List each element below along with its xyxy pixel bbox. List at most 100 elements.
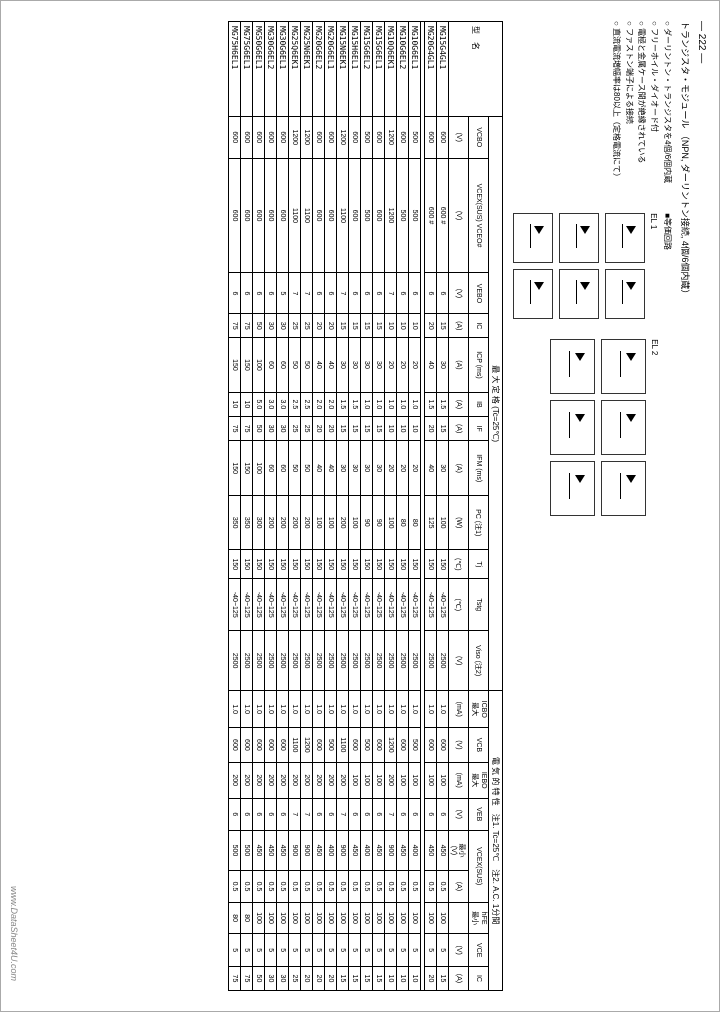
- cell: 7: [385, 798, 397, 830]
- cell: 6: [229, 273, 241, 314]
- feature-notes: ダーリントン・トランジスタを4個/6個内蔵フリーホイル・ダイオード付電極と金属ケ…: [513, 21, 673, 183]
- cell: 6: [253, 798, 265, 830]
- cell: 200: [289, 762, 301, 798]
- col-unit: (mA): [449, 691, 469, 728]
- cell: -40~125: [289, 579, 301, 631]
- cell: 1.0: [337, 691, 349, 728]
- cell: 5.0: [253, 392, 265, 417]
- cell: 600: [277, 117, 289, 159]
- cell: 150: [241, 441, 253, 496]
- cell: 100: [397, 902, 409, 934]
- cell: 150: [229, 441, 241, 496]
- cell: 60: [265, 441, 277, 496]
- cell: 150: [385, 550, 397, 579]
- cell: 2500: [397, 631, 409, 691]
- cell: 60: [277, 338, 289, 392]
- cell: 6: [265, 798, 277, 830]
- col-header: VCBO: [469, 117, 489, 159]
- cell: 600: [397, 117, 409, 159]
- table-row: MG15G6EL1600600615301.0153090150-40~1252…: [373, 22, 385, 991]
- cell: 200: [289, 496, 301, 550]
- cell: 1.0: [373, 691, 385, 728]
- cell: 100: [349, 762, 361, 798]
- cell: 50: [253, 966, 265, 990]
- cell: 150: [277, 550, 289, 579]
- cell: 90: [361, 496, 373, 550]
- cell: 100: [289, 902, 301, 934]
- cell: 1.0: [277, 691, 289, 728]
- col-header: Viso (注2): [469, 631, 489, 691]
- cell: 5: [385, 934, 397, 966]
- cell: 100: [361, 902, 373, 934]
- cell: 7: [301, 798, 313, 830]
- cell: 150: [241, 338, 253, 392]
- cell: 20: [397, 441, 409, 496]
- cell: 200: [277, 496, 289, 550]
- cell: -40~125: [265, 579, 277, 631]
- cell: 5: [349, 934, 361, 966]
- cell: 1.0: [397, 691, 409, 728]
- cell: 450: [265, 830, 277, 871]
- col-header: hFE最小: [469, 902, 489, 934]
- cell: 10: [397, 966, 409, 990]
- cell: 30: [277, 417, 289, 441]
- table-row: MG20G6EL1600600620402.02040100150-40~125…: [325, 22, 337, 991]
- cell: 100: [265, 902, 277, 934]
- cell: -40~125: [313, 579, 325, 631]
- cell: 100: [437, 496, 449, 550]
- cell: 600: [265, 158, 277, 273]
- cell: 1100: [289, 728, 301, 762]
- cell: 6: [241, 798, 253, 830]
- cell: 2500: [361, 631, 373, 691]
- watermark: www.DataSheet4U.com: [9, 886, 19, 981]
- cell: 100: [373, 762, 385, 798]
- cell: 5: [337, 934, 349, 966]
- cell: 75: [229, 966, 241, 990]
- cell: 0.5: [289, 871, 301, 902]
- col-header: IC: [469, 966, 489, 990]
- cell: 600: [373, 158, 385, 273]
- cell: 100: [301, 902, 313, 934]
- part-number: MG10G6EL2: [397, 22, 409, 117]
- cell: 6: [349, 798, 361, 830]
- cell: 1.0: [373, 392, 385, 417]
- col-unit: (W): [449, 496, 469, 550]
- cell: 100: [373, 902, 385, 934]
- cell: 6: [373, 798, 385, 830]
- cell: 5: [437, 934, 449, 966]
- col-unit: (V): [449, 934, 469, 966]
- cell: 20: [313, 966, 325, 990]
- col-header: VEB: [469, 798, 489, 830]
- cell: 20: [409, 338, 421, 392]
- cell: 600: [325, 158, 337, 273]
- cell: 900: [337, 830, 349, 871]
- cell: 600: [425, 728, 437, 762]
- cell: 20: [385, 441, 397, 496]
- note-item: ダーリントン・トランジスタを4個/6個内蔵: [660, 21, 673, 183]
- cell: 500: [229, 830, 241, 871]
- cell: 6: [397, 273, 409, 314]
- cell: 500: [361, 158, 373, 273]
- cell: 1.5: [337, 392, 349, 417]
- circuit-heading: ■等価回路: [662, 213, 673, 319]
- cell: 25: [289, 314, 301, 338]
- cell: 25: [289, 417, 301, 441]
- col-unit: (V): [449, 158, 469, 273]
- cell: -40~125: [349, 579, 361, 631]
- cell: 6: [361, 798, 373, 830]
- cell: 600: [229, 728, 241, 762]
- cell: 1.0: [361, 691, 373, 728]
- cell: 90: [373, 496, 385, 550]
- cell: 30: [361, 441, 373, 496]
- cell: 2.0: [325, 392, 337, 417]
- cell: 50: [289, 441, 301, 496]
- cell: 1100: [289, 158, 301, 273]
- col-header: IB: [469, 392, 489, 417]
- cell: 1.0: [241, 691, 253, 728]
- cell: 6: [409, 273, 421, 314]
- cell: 600: [349, 728, 361, 762]
- cell: 5: [241, 934, 253, 966]
- cell: 600: [373, 728, 385, 762]
- cell: 30: [349, 338, 361, 392]
- part-number: MG30G6EL1: [277, 22, 289, 117]
